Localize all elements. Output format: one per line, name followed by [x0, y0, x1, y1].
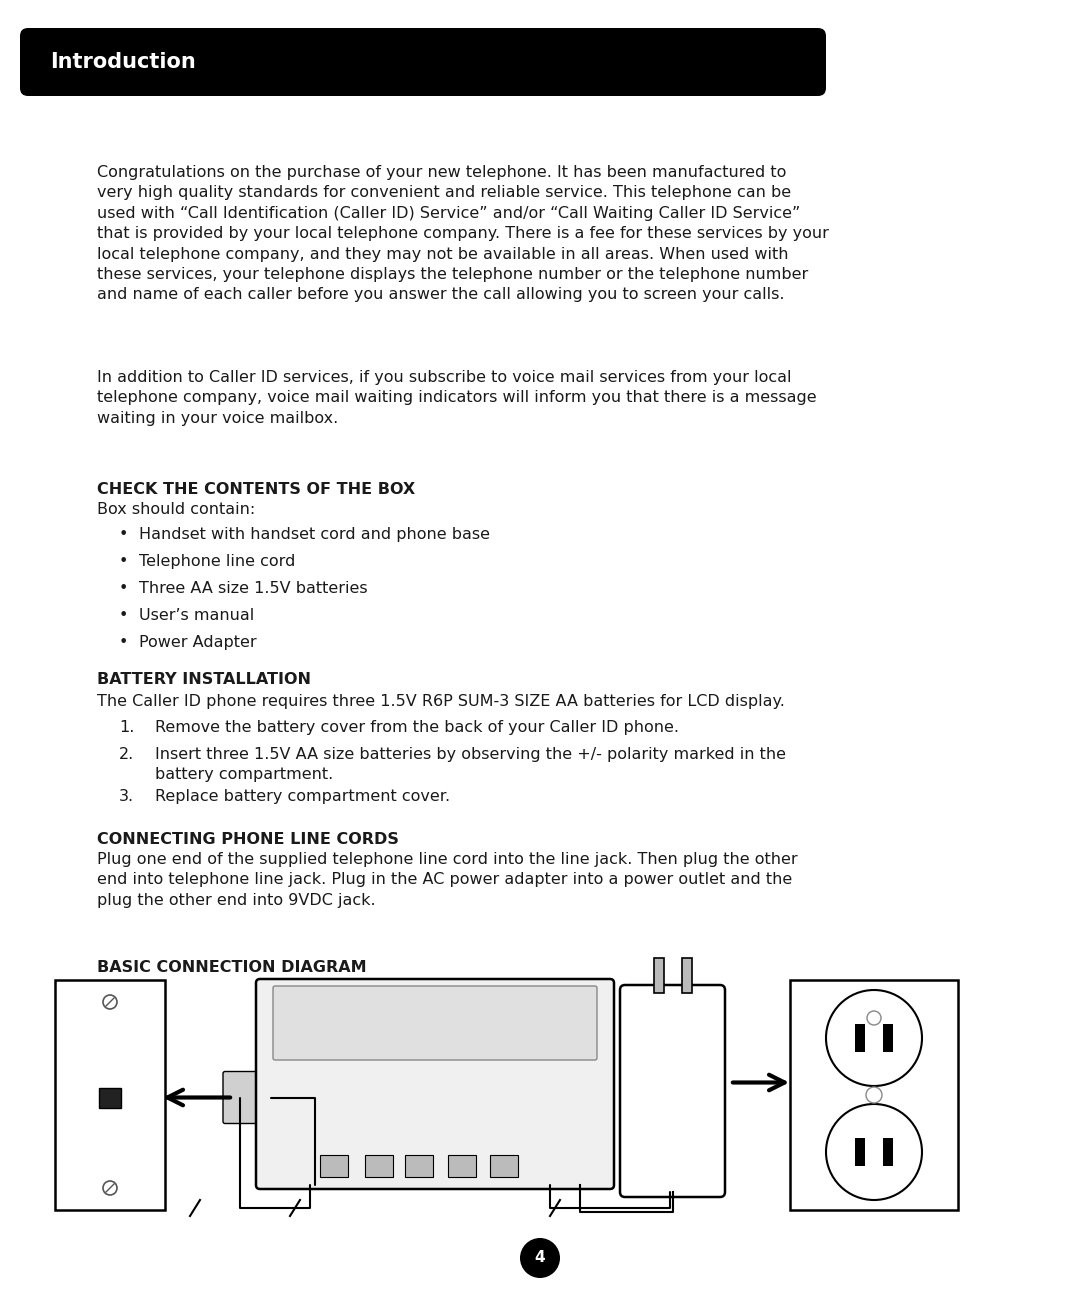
Text: Telephone line cord: Telephone line cord [139, 555, 295, 569]
Bar [405, 1155, 433, 1177]
Text: Replace battery compartment cover.: Replace battery compartment cover. [156, 789, 450, 804]
Circle shape [866, 1087, 882, 1103]
Text: 4: 4 [535, 1251, 545, 1265]
Text: •: • [119, 608, 129, 623]
Text: Introduction: Introduction [50, 52, 195, 72]
Text: 1.: 1. [119, 720, 134, 735]
Text: Remove the battery cover from the back of your Caller ID phone.: Remove the battery cover from the back o… [156, 720, 679, 735]
Bar [883, 1024, 893, 1051]
FancyBboxPatch shape [273, 986, 597, 1061]
FancyBboxPatch shape [620, 985, 725, 1197]
Text: Three AA size 1.5V batteries: Three AA size 1.5V batteries [139, 581, 367, 597]
Text: •: • [119, 581, 129, 597]
Bar [855, 1138, 865, 1165]
Circle shape [826, 1104, 922, 1200]
Text: Congratulations on the purchase of your new telephone. It has been manufactured : Congratulations on the purchase of your … [97, 165, 828, 303]
Text: Plug one end of the supplied telephone line cord into the line jack. Then plug t: Plug one end of the supplied telephone l… [97, 852, 798, 907]
Text: CHECK THE CONTENTS OF THE BOX: CHECK THE CONTENTS OF THE BOX [97, 482, 415, 497]
Text: BATTERY INSTALLATION: BATTERY INSTALLATION [97, 673, 311, 687]
Bar [789, 981, 958, 1210]
Circle shape [103, 1181, 117, 1196]
Text: •: • [119, 527, 129, 541]
Text: CONNECTING PHONE LINE CORDS: CONNECTING PHONE LINE CORDS [97, 832, 399, 847]
Text: Power Adapter: Power Adapter [139, 635, 257, 650]
Text: BASIC CONNECTION DIAGRAM: BASIC CONNECTION DIAGRAM [97, 960, 366, 975]
Circle shape [826, 990, 922, 1086]
Text: Handset with handset cord and phone base: Handset with handset cord and phone base [139, 527, 490, 541]
Text: 2.: 2. [119, 747, 134, 762]
Bar [320, 1155, 348, 1177]
Text: Box should contain:: Box should contain: [97, 502, 255, 517]
Text: User’s manual: User’s manual [139, 608, 254, 623]
Text: 3.: 3. [119, 789, 134, 804]
Bar [55, 981, 165, 1210]
Circle shape [519, 1238, 561, 1278]
Bar [264, 1092, 271, 1104]
Text: •: • [119, 635, 129, 650]
FancyBboxPatch shape [222, 1071, 265, 1124]
Bar [681, 958, 691, 992]
Circle shape [867, 1011, 881, 1025]
Bar [99, 1088, 121, 1108]
Text: •: • [119, 555, 129, 569]
Text: The Caller ID phone requires three 1.5V R6P SUM-3 SIZE AA batteries for LCD disp: The Caller ID phone requires three 1.5V … [97, 694, 785, 709]
Bar [490, 1155, 518, 1177]
FancyBboxPatch shape [21, 28, 826, 96]
Bar [448, 1155, 476, 1177]
FancyBboxPatch shape [256, 979, 615, 1189]
Text: Insert three 1.5V AA size batteries by observing the +/- polarity marked in the
: Insert three 1.5V AA size batteries by o… [156, 747, 786, 783]
Bar [365, 1155, 393, 1177]
Bar [855, 1024, 865, 1051]
Text: In addition to Caller ID services, if you subscribe to voice mail services from : In addition to Caller ID services, if yo… [97, 370, 816, 426]
Bar [653, 958, 663, 992]
Circle shape [103, 995, 117, 1009]
Bar [883, 1138, 893, 1165]
